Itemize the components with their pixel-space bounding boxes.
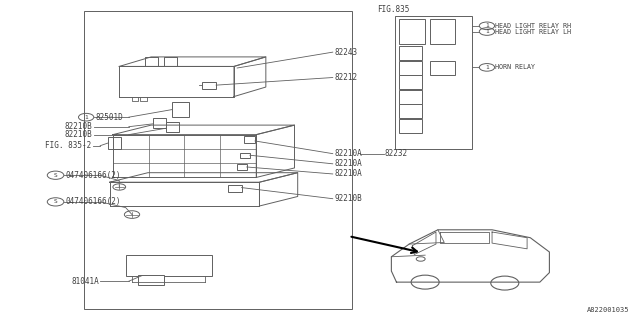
Text: 1: 1 [84, 115, 88, 120]
Text: HORN RELAY: HORN RELAY [495, 64, 535, 70]
FancyBboxPatch shape [241, 153, 250, 158]
FancyBboxPatch shape [108, 137, 121, 149]
Text: FIG. 835-2: FIG. 835-2 [45, 141, 92, 150]
FancyBboxPatch shape [399, 90, 422, 104]
Text: 82243: 82243 [334, 48, 357, 57]
Text: 81041A: 81041A [71, 277, 99, 286]
Text: FIG.835: FIG.835 [378, 5, 410, 14]
Text: HEAD LIGHT RELAY LH: HEAD LIGHT RELAY LH [495, 28, 572, 35]
Text: 82210A: 82210A [334, 159, 362, 168]
FancyBboxPatch shape [138, 275, 164, 285]
FancyBboxPatch shape [399, 119, 422, 133]
FancyBboxPatch shape [228, 185, 242, 192]
FancyBboxPatch shape [429, 61, 455, 75]
Text: 047406166(2): 047406166(2) [65, 171, 120, 180]
FancyBboxPatch shape [172, 102, 189, 117]
Text: 1: 1 [485, 23, 489, 28]
FancyBboxPatch shape [125, 255, 212, 276]
Text: 82210B: 82210B [65, 130, 93, 139]
Text: 1: 1 [485, 65, 489, 70]
Text: 82212: 82212 [334, 73, 357, 82]
Text: 82210A: 82210A [334, 149, 362, 158]
Text: A822001035: A822001035 [586, 307, 629, 313]
FancyBboxPatch shape [237, 164, 246, 170]
FancyBboxPatch shape [399, 19, 424, 44]
Text: 1: 1 [485, 29, 489, 34]
Text: S: S [54, 173, 58, 178]
Text: 92210B: 92210B [334, 194, 362, 203]
Text: 82232: 82232 [385, 149, 408, 158]
Text: HEAD LIGHT RELAY RH: HEAD LIGHT RELAY RH [495, 23, 572, 29]
Text: 82501D: 82501D [95, 113, 123, 122]
Text: 047406166(2): 047406166(2) [65, 197, 120, 206]
FancyBboxPatch shape [399, 46, 422, 60]
FancyBboxPatch shape [395, 16, 472, 149]
FancyBboxPatch shape [399, 75, 422, 89]
Text: 82210A: 82210A [334, 170, 362, 179]
FancyBboxPatch shape [84, 11, 352, 309]
FancyBboxPatch shape [399, 105, 422, 118]
FancyBboxPatch shape [166, 122, 179, 132]
FancyBboxPatch shape [244, 136, 255, 142]
FancyBboxPatch shape [202, 82, 216, 89]
Text: S: S [54, 199, 58, 204]
Text: 82210B: 82210B [65, 122, 93, 131]
FancyBboxPatch shape [429, 19, 455, 44]
FancyBboxPatch shape [399, 61, 422, 75]
FancyBboxPatch shape [153, 118, 166, 128]
